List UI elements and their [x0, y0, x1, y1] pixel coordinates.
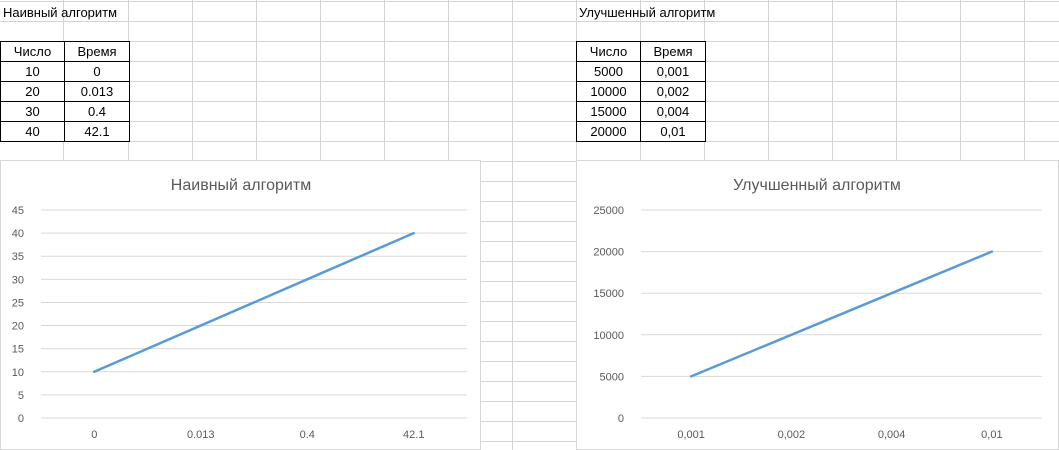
y-tick-label: 0	[18, 413, 24, 425]
y-tick-label: 15	[12, 344, 24, 356]
chart-title: Наивный алгоритм	[171, 177, 311, 194]
series-line[interactable]	[689, 250, 994, 378]
improved-data-table: Число Время 5000 0,001 10000 0,002 15000…	[576, 41, 706, 142]
cell-time[interactable]: 0,001	[640, 61, 706, 82]
cell-number[interactable]: 10000	[576, 81, 641, 102]
series-line[interactable]	[93, 231, 415, 374]
improved-chart-svg: Улучшенный алгоритм 0 5000 10000 15000 20000 2…	[593, 177, 1042, 441]
y-tick-label: 20000	[593, 247, 624, 259]
x-tick-label: 0,01	[981, 429, 1002, 441]
y-tick-label: 10000	[593, 330, 624, 342]
table-header-row: Число Время	[576, 41, 706, 62]
table-row: 20000 0,01	[576, 121, 706, 142]
table-row: 40 42.1	[0, 121, 130, 142]
cell-time[interactable]: 0,01	[640, 121, 706, 142]
cell-time[interactable]: 0,004	[640, 101, 706, 122]
cell-number[interactable]: 30	[0, 101, 65, 122]
naive-chart-svg: Наивный алгоритм 0 5 10 15 20 25 30 35 40 45 0 0.013…	[12, 177, 467, 441]
table-row: 15000 0,004	[576, 101, 706, 122]
cell-number[interactable]: 20	[0, 81, 65, 102]
chart-title: Улучшенный алгоритм	[733, 177, 901, 194]
improved-chart[interactable]: Улучшенный алгоритм 0 5000 10000 15000 20000 2…	[576, 160, 1059, 450]
y-tick-label: 15000	[593, 288, 624, 300]
cell-time[interactable]: 0.013	[64, 81, 130, 102]
cell-number[interactable]: 20000	[576, 121, 641, 142]
table-row: 30 0.4	[0, 101, 130, 122]
x-tick-label: 0,001	[677, 429, 705, 441]
table-row: 5000 0,001	[576, 61, 706, 82]
x-tick-label: 0,004	[878, 429, 906, 441]
improved-sheet-title: Улучшенный алгоритм	[579, 5, 716, 20]
y-tick-label: 30	[12, 274, 24, 286]
y-tick-label: 5000	[600, 371, 624, 383]
table-header-row: Число Время	[0, 41, 130, 62]
y-tick-label: 40	[12, 228, 24, 240]
x-tick-label: 0	[91, 429, 97, 441]
y-tick-label: 35	[12, 251, 24, 263]
cell-time[interactable]: 0,002	[640, 81, 706, 102]
cell-number[interactable]: 5000	[576, 61, 641, 82]
cell-number[interactable]: 15000	[576, 101, 641, 122]
cell-number[interactable]: 10	[0, 61, 65, 82]
header-time[interactable]: Время	[64, 41, 130, 62]
y-tick-label: 0	[618, 413, 624, 425]
y-tick-label: 5	[18, 390, 24, 402]
y-tick-label: 10	[12, 367, 24, 379]
header-number[interactable]: Число	[576, 41, 641, 62]
header-time[interactable]: Время	[640, 41, 706, 62]
cell-number[interactable]: 40	[0, 121, 65, 142]
table-row: 10000 0,002	[576, 81, 706, 102]
header-number[interactable]: Число	[0, 41, 65, 62]
y-tick-label: 25	[12, 297, 24, 309]
cell-time[interactable]: 0	[64, 61, 130, 82]
naive-sheet-title: Наивный алгоритм	[3, 5, 118, 20]
naive-data-table: Число Время 10 0 20 0.013 30 0.4 40 42.1	[0, 41, 130, 142]
x-tick-label: 42.1	[403, 429, 424, 441]
table-row: 20 0.013	[0, 81, 130, 102]
x-tick-label: 0.4	[300, 429, 315, 441]
x-tick-label: 0,002	[778, 429, 806, 441]
naive-chart[interactable]: Наивный алгоритм 0 5 10 15 20 25 30 35 40 45 0 0.013…	[0, 160, 481, 450]
table-row: 10 0	[0, 61, 130, 82]
cell-time[interactable]: 42.1	[64, 121, 130, 142]
x-tick-label: 0.013	[187, 429, 215, 441]
y-tick-label: 20	[12, 321, 24, 333]
y-tick-label: 45	[12, 205, 24, 217]
y-tick-label: 25000	[593, 205, 624, 217]
cell-time[interactable]: 0.4	[64, 101, 130, 122]
